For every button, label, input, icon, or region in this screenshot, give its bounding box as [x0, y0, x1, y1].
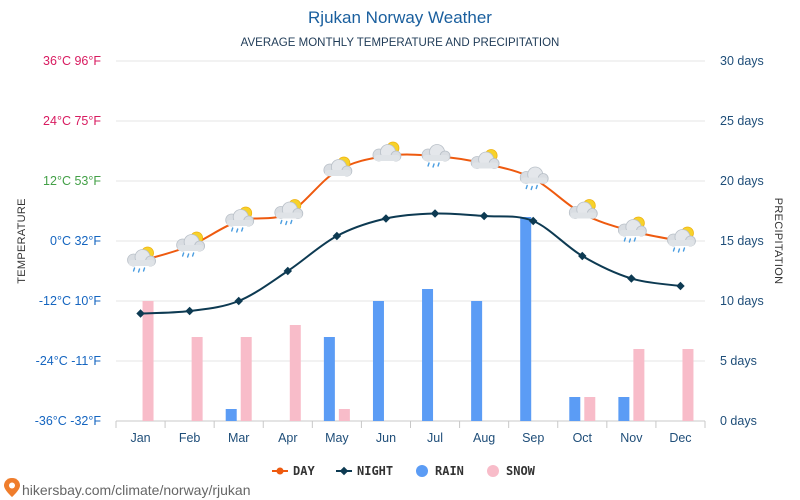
rain-bar — [618, 397, 630, 421]
rain-bar — [520, 217, 532, 421]
snow-bar — [191, 337, 203, 421]
night-point — [136, 309, 145, 318]
legend-item-day[interactable]: DAY — [272, 464, 315, 478]
night-point — [332, 231, 342, 241]
rain-cloud-sun-icon — [667, 226, 696, 253]
left-tick-label: -24°C -11°F — [36, 354, 102, 368]
left-tick-label: 24°C 75°F — [43, 114, 101, 128]
right-tick-label: 30 days — [720, 54, 764, 68]
cloud-sun-icon — [568, 199, 598, 219]
rain-bar — [422, 289, 434, 421]
x-tick-label: May — [325, 431, 349, 445]
right-tick-label: 15 days — [720, 234, 764, 248]
left-tick-label: -12°C 10°F — [39, 294, 101, 308]
legend-item-night[interactable]: NIGHT — [336, 464, 393, 478]
night-point — [479, 211, 489, 221]
legend-label: DAY — [293, 464, 315, 478]
snow-bar — [338, 409, 350, 421]
rain-cloud-icon — [421, 144, 451, 168]
x-tick-label: Feb — [179, 431, 201, 445]
legend-item-rain[interactable]: RAIN — [416, 464, 464, 478]
night-point — [283, 266, 293, 276]
x-tick-label: Apr — [278, 431, 297, 445]
snow-bar — [240, 337, 252, 421]
snow-bar — [633, 349, 645, 421]
right-tick-label: 25 days — [720, 114, 764, 128]
left-tick-label: 0°C 32°F — [50, 234, 101, 248]
legend-label: SNOW — [506, 464, 536, 478]
left-tick-label: 12°C 53°F — [43, 174, 101, 188]
x-tick-label: Nov — [620, 431, 643, 445]
chart-subtitle: AVERAGE MONTHLY TEMPERATURE AND PRECIPIT… — [241, 37, 560, 49]
x-tick-label: Aug — [473, 431, 495, 445]
rain-cloud-sun-icon — [225, 206, 255, 233]
rain-bar — [471, 301, 483, 421]
left-tick-label: -36°C -32°F — [35, 414, 102, 428]
footer-link[interactable]: hikersbay.com/climate/norway/rjukan — [22, 482, 251, 498]
night-point — [676, 281, 685, 291]
snow-bar — [142, 301, 154, 421]
night-point — [234, 296, 243, 306]
right-tick-label: 20 days — [720, 174, 764, 188]
snow-bar — [584, 397, 596, 421]
cloud-sun-icon — [372, 141, 402, 162]
x-tick-label: Sep — [522, 431, 544, 445]
rain-bar — [323, 337, 335, 421]
night-point — [381, 214, 391, 223]
footer[interactable]: hikersbay.com/climate/norway/rjukan — [4, 478, 251, 498]
x-tick-label: Jan — [130, 431, 150, 445]
snow-bar — [682, 349, 694, 421]
rain-cloud-sun-icon — [127, 246, 156, 273]
rain-bar — [569, 397, 581, 421]
rain-cloud-sun-icon — [274, 199, 304, 226]
cloud-sun-icon — [323, 156, 353, 177]
location-pin-icon — [4, 478, 20, 497]
legend-label: RAIN — [435, 464, 464, 478]
x-tick-label: Mar — [228, 431, 250, 445]
snow-bar — [289, 325, 301, 421]
x-tick-label: Jul — [427, 431, 443, 445]
rain-bar — [372, 301, 384, 421]
rain-cloud-sun-icon — [617, 216, 647, 243]
night-series-line — [140, 212, 681, 315]
x-tick-label: Oct — [573, 431, 593, 445]
right-tick-label: 0 days — [720, 414, 757, 428]
legend-item-snow[interactable]: SNOW — [487, 464, 536, 478]
left-tick-label: 36°C 96°F — [43, 54, 101, 68]
cloud-sun-icon — [470, 149, 500, 169]
rain-cloud-sun-icon — [176, 231, 206, 258]
rain-bar — [225, 409, 237, 421]
rain-cloud-icon — [519, 166, 549, 191]
right-axis-label: PRECIPITATION — [772, 198, 784, 285]
night-point — [185, 306, 194, 316]
right-tick-label: 10 days — [720, 294, 764, 308]
right-tick-label: 5 days — [720, 354, 757, 368]
legend-label: NIGHT — [357, 464, 393, 478]
x-tick-label: Jun — [376, 431, 396, 445]
x-tick-label: Dec — [669, 431, 691, 445]
day-series-line — [140, 153, 681, 262]
left-axis-label: TEMPERATURE — [16, 198, 28, 284]
night-point — [430, 209, 440, 218]
night-point — [627, 274, 636, 283]
chart-title: Rjukan Norway Weather — [308, 8, 492, 27]
